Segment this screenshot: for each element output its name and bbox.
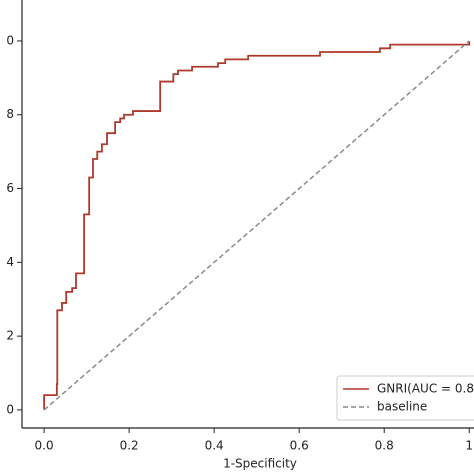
y-tick-label: 2 [6,329,14,343]
line-series [43,40,471,410]
x-axis-label: 1-Specificity [223,457,297,471]
legend-box [336,375,474,421]
legend: GNRI(AUC = 0.8 baseline [336,375,474,421]
y-tick-label: 6 [6,181,14,195]
y-tick-label: 4 [6,255,14,269]
y-tick-label: 8 [6,107,14,121]
x-tick-label: 1 [465,439,473,453]
line-series [43,40,470,411]
x-tick-label: 0.0 [35,439,54,453]
legend-label: GNRI(AUC = 0.8 [377,382,474,396]
x-tick-label: 0.6 [290,439,309,453]
x-tick-label: 0.8 [375,439,394,453]
y-tick-label: 0 [6,402,14,416]
y-tick-label: 0 [6,33,14,47]
legend-label: baseline [377,400,427,414]
x-tick-label: 0.2 [120,439,139,453]
x-tick-label: 0.4 [205,439,224,453]
